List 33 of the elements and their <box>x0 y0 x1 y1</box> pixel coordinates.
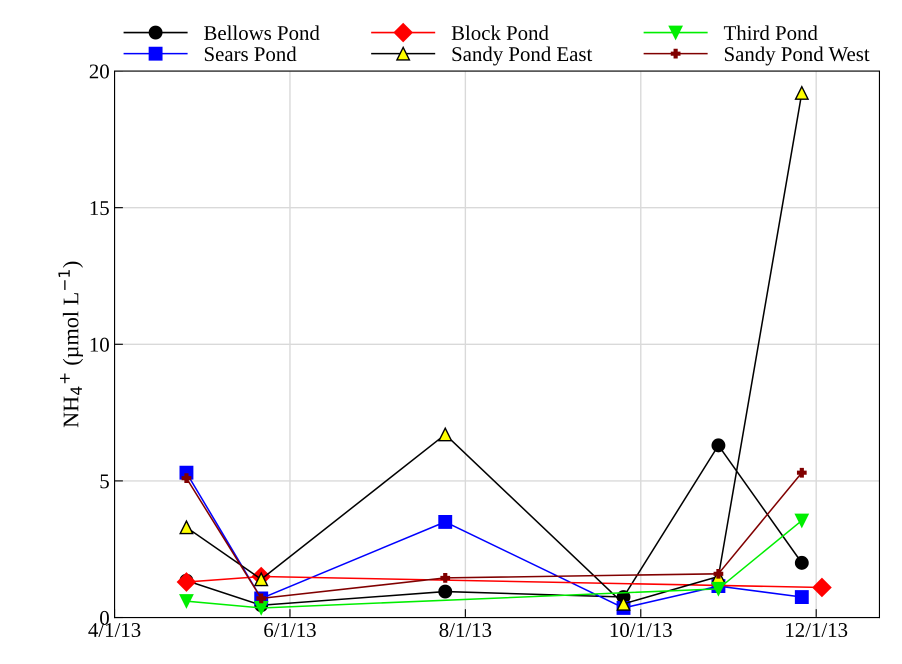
legend-label: Third Pond <box>724 25 818 40</box>
point <box>440 573 450 583</box>
x-tick-label: 4/1/13 <box>88 623 140 638</box>
y-axis-title: NH$_{4}$$^{+}$ (µmol L$^{−1}$) <box>58 262 83 428</box>
point <box>812 578 832 597</box>
y-tick-label: 15 <box>90 201 109 216</box>
legend-label: Bellows Pond <box>204 25 320 40</box>
legend-label: Block Pond <box>452 25 549 40</box>
point <box>794 590 809 604</box>
point <box>176 572 196 592</box>
point <box>796 468 807 478</box>
point <box>180 520 194 534</box>
y-tick-label: 5 <box>100 474 109 488</box>
point <box>711 582 726 596</box>
legend-label: Sandy Pond West <box>724 46 870 66</box>
point <box>794 556 809 570</box>
x-tick-label: 12/1/13 <box>786 623 848 638</box>
y-tick-label: 0 <box>100 610 109 625</box>
point <box>438 428 452 442</box>
y-tick-label: 10 <box>90 338 109 352</box>
point <box>180 594 194 608</box>
point <box>182 473 192 484</box>
legend-label: Sears Pond <box>204 46 296 62</box>
x-tick-label: 8/1/13 <box>440 622 492 638</box>
x-tick-label: 10/1/13 <box>610 622 672 638</box>
point <box>794 514 809 528</box>
legend-label: Sandy Pond East <box>452 46 592 66</box>
point <box>711 438 726 452</box>
y-tick-label: 20 <box>90 64 109 78</box>
x-tick-label: 6/1/13 <box>264 623 316 638</box>
point <box>438 584 452 599</box>
point <box>794 86 809 100</box>
point <box>438 514 452 529</box>
